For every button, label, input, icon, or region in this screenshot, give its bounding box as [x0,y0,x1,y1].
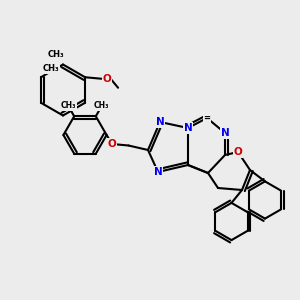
Text: O: O [103,74,111,84]
Text: N: N [220,128,230,138]
Text: CH₃: CH₃ [61,101,76,110]
Text: =: = [203,113,211,122]
Text: O: O [108,139,116,149]
Text: CH₃: CH₃ [94,101,110,110]
Text: CH₃: CH₃ [47,50,64,59]
Text: =: = [203,113,211,122]
Text: N: N [184,123,192,133]
Text: N: N [154,167,162,177]
Text: CH₃: CH₃ [42,64,59,73]
Text: N: N [156,117,164,127]
Text: O: O [234,147,242,157]
